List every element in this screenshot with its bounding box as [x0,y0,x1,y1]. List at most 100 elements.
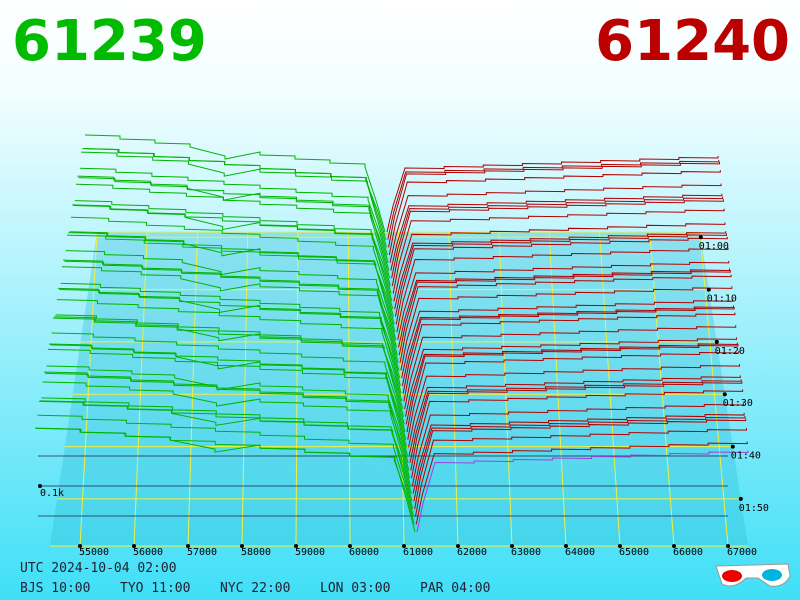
time-tick-label: 01:50 [739,503,769,514]
zone-time: LON 03:00 [320,581,390,596]
ask-curve [403,312,736,402]
zone-time: TYO 11:00 [120,581,190,596]
ask-curve [399,274,732,363]
grid-line [699,231,729,547]
ask-curve [391,199,724,286]
ask-curve [412,413,745,494]
ask-curve [393,222,726,302]
grid-line [295,231,299,547]
bid-curve [69,231,395,325]
bid-curve [38,400,414,510]
axis-labels: 55000 56000 57000 58000 59000 60000 61000 62000… [38,235,769,558]
price-tick-label: 60000 [349,547,379,558]
time-tick-label: 01:30 [723,398,753,409]
bid-curve [76,183,391,286]
grid-line [133,231,148,547]
bid-curve [81,151,388,256]
bid-curve [42,381,411,486]
price-tick-label: 66000 [673,547,703,558]
ask-curve [408,375,741,456]
time-zones: BJS 10:00 TYO 11:00 NYC 22:00 LON 03:00 PAR … [20,581,490,596]
depth-label: 0.1k [40,488,64,499]
tick-dot [240,544,244,548]
price-tick-label: 65000 [619,547,649,558]
bid-curve [43,371,411,479]
depth-curves [34,134,749,533]
ask-curve [395,236,728,325]
grid-line [347,231,351,547]
bid-curve [72,204,394,310]
bid-curve [67,234,397,340]
ask-curve [401,305,734,386]
tick-dot [38,484,42,488]
tick-dot [294,544,298,548]
tick-dot [186,544,190,548]
3d-glasses-icon [715,563,791,587]
time-tick-label: 01:10 [707,294,737,305]
ask-curve [402,307,735,394]
bid-curve [60,282,401,379]
bid-curve [41,397,412,494]
bid-curve [51,332,406,433]
ask-curve [391,196,724,279]
bid-curve [68,232,396,333]
tick-dot [726,544,730,548]
ask-curve [404,325,737,410]
tick-dot [698,235,703,240]
tick-dot [672,544,676,548]
price-tick-label: 67000 [727,547,757,558]
price-tick-label: 58000 [241,547,271,558]
bid-curve [47,348,408,456]
price-tick-label: 55000 [79,547,109,558]
price-tick-label: 63000 [511,547,541,558]
ask-curve [406,344,739,433]
grid-line [649,231,675,547]
bid-curve [37,414,414,517]
tick-dot [706,287,711,292]
ask-curve [394,231,727,310]
zone-time: PAR 04:00 [420,581,490,596]
ask-curve [386,156,719,233]
tick-dot [564,544,568,548]
utc-time: UTC 2024-10-04 02:00 [20,561,177,576]
ask-curve [400,286,733,371]
tick-dot [738,496,743,501]
tick-dot [402,544,406,548]
bid-curve [54,316,404,417]
ask-curve [397,260,730,340]
ask-price: 61240 [595,9,790,74]
ask-curve [408,364,741,448]
ask-curve [405,342,738,425]
tick-dot [618,544,622,548]
ask-curve [398,268,731,348]
tick-dot [714,339,719,344]
ask-curve [396,247,729,333]
bid-curve [52,317,405,425]
ask-curve [414,418,747,510]
grid-line [498,231,513,547]
bid-curve [56,299,403,402]
bid-curve [74,200,392,294]
price-tick-label: 64000 [565,547,595,558]
price-tick-label: 57000 [187,547,217,558]
tick-dot [132,544,136,548]
ask-curve [401,299,734,379]
price-tick-label: 59000 [295,547,325,558]
ask-curve [394,233,727,317]
bid-curve [61,266,400,371]
ask-curve [415,441,748,525]
tick-dot [456,544,460,548]
tick-dot [722,392,727,397]
ask-curve [404,337,737,417]
grid-line [398,231,405,547]
bid-curve [34,427,416,533]
bid-curve [82,148,388,248]
price-tick-label: 56000 [133,547,163,558]
ask-curve [407,350,740,440]
bid-curve [55,314,404,410]
ask-curve [410,381,743,471]
price-tick-label: 62000 [457,547,487,558]
ask-curve [414,428,747,517]
